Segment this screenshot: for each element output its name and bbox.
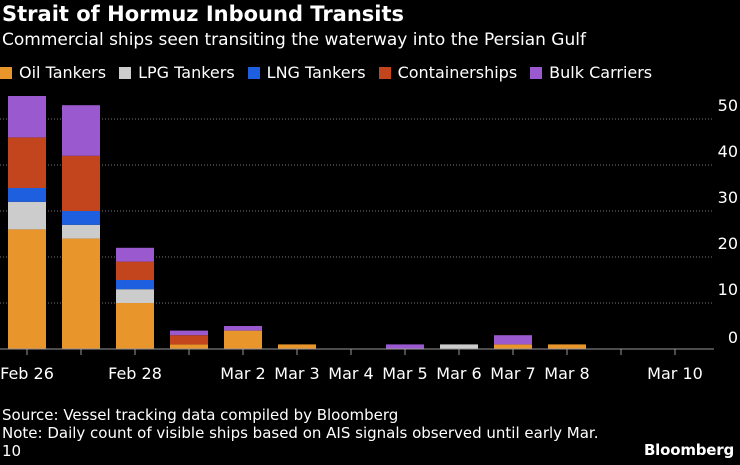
bar-segment	[278, 344, 316, 349]
legend-swatch	[378, 66, 391, 79]
x-tick-label: Mar 8	[544, 364, 589, 383]
bar-segment	[170, 330, 208, 336]
bar-segment	[62, 105, 100, 156]
bar-segment	[62, 155, 100, 211]
methodology-note: Note: Daily count of visible ships based…	[2, 424, 599, 460]
x-tick-label: Feb 28	[108, 364, 162, 383]
legend-item-oil-tankers: Oil Tankers	[0, 63, 106, 82]
x-tick-label: Mar 10	[647, 364, 703, 383]
x-tick-label: Mar 5	[382, 364, 427, 383]
y-tick-label: 50	[718, 96, 738, 115]
bar-segment	[116, 289, 154, 303]
bar-segment	[440, 344, 478, 349]
legend-item-containerships: Containerships	[378, 63, 518, 82]
legend-item-lng-tankers: LNG Tankers	[247, 63, 366, 82]
bar-segment	[116, 247, 154, 262]
bar-segment	[494, 335, 532, 345]
x-tick-label: Mar 6	[436, 364, 481, 383]
legend-label: Containerships	[397, 63, 518, 82]
y-tick-label: 40	[718, 142, 738, 161]
bar-segment	[62, 224, 100, 239]
bar-segment	[116, 303, 154, 349]
bar-segment	[170, 344, 208, 349]
bar-segment	[386, 344, 424, 349]
bar-segment	[548, 344, 586, 349]
bar-segment	[494, 344, 532, 349]
bar-segment	[8, 229, 46, 349]
bar-segment	[62, 211, 100, 225]
source-note: Source: Vessel tracking data compiled by…	[2, 406, 399, 424]
bar-segment	[116, 280, 154, 290]
x-tick-label: Mar 4	[328, 364, 373, 383]
legend: Oil Tankers LPG Tankers LNG Tankers Contain…	[0, 63, 652, 82]
bar-segment	[224, 330, 262, 349]
legend-label: LPG Tankers	[138, 63, 235, 82]
legend-swatch	[530, 66, 543, 79]
bloomberg-logo: Bloomberg	[643, 441, 734, 459]
bar-segment	[224, 326, 262, 331]
bar-segment	[170, 335, 208, 345]
legend-swatch	[0, 66, 12, 79]
footer: Source: Vessel tracking data compiled by…	[2, 406, 602, 460]
x-tick-label: Mar 7	[490, 364, 535, 383]
legend-swatch	[119, 66, 132, 79]
bar-segment	[62, 238, 100, 349]
x-tick-label: Mar 3	[274, 364, 319, 383]
bar-segment	[8, 201, 46, 230]
y-tick-label: 0	[728, 328, 738, 347]
legend-item-bulk-carriers: Bulk Carriers	[530, 63, 652, 82]
bar-segment	[8, 188, 46, 202]
y-tick-label: 10	[718, 280, 738, 299]
legend-label: LNG Tankers	[266, 63, 366, 82]
bar-segment	[8, 137, 46, 188]
y-tick-label: 20	[718, 234, 738, 253]
bar-segment	[8, 96, 46, 138]
legend-item-lpg-tankers: LPG Tankers	[119, 63, 235, 82]
bar-segment	[116, 261, 154, 280]
stacked-bar-chart: 0 10 20 30 40 50 Feb 26 Feb 28 Mar 2 Mar 3 Mar 4 Ma…	[0, 96, 738, 383]
y-tick-label: 30	[718, 188, 738, 207]
x-tick-label: Mar 2	[220, 364, 265, 383]
legend-swatch	[247, 66, 260, 79]
legend-label: Oil Tankers	[19, 63, 107, 82]
chart-subtitle: Commercial ships seen transiting the wat…	[2, 30, 586, 50]
x-tick-label: Feb 26	[0, 364, 54, 383]
legend-label: Bulk Carriers	[549, 63, 653, 82]
chart-title: Strait of Hormuz Inbound Transits	[2, 2, 405, 26]
